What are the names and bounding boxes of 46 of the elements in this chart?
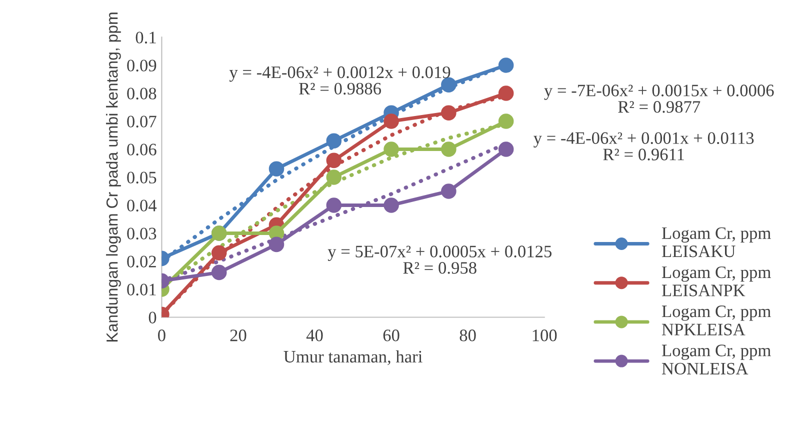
point xyxy=(268,161,284,176)
x-tick-label: 0 xyxy=(158,330,166,342)
annotation: y = -4E-06x² + 0.0012x + 0.019 R² = 0.9886 xyxy=(229,66,450,95)
y-tick-label: 0.06 xyxy=(127,144,156,156)
point xyxy=(384,114,399,129)
y-tick-label: 0.04 xyxy=(127,200,157,212)
y-tick-label: 0 xyxy=(148,312,156,324)
point xyxy=(384,198,399,213)
point xyxy=(441,105,456,120)
x-tick-label: 100 xyxy=(532,330,557,342)
y-tick-label: 0.03 xyxy=(127,228,156,240)
x-tick-label: 40 xyxy=(306,330,323,342)
point xyxy=(326,198,342,213)
y-axis-title: Kandungan logam Cr pada umbi kentang, ppm xyxy=(106,12,121,342)
x-tick-label: 20 xyxy=(230,330,246,342)
y-tick-label: 0.07 xyxy=(127,116,156,128)
legend-label: Logam Cr, ppm NONLEISA xyxy=(662,344,771,375)
annotation: y = -4E-06x² + 0.001x + 0.0113 R² = 0.9611 xyxy=(534,132,754,160)
point xyxy=(211,245,227,260)
x-axis-title: Umur tanaman, hari xyxy=(284,350,422,366)
point xyxy=(441,142,456,157)
point xyxy=(498,86,514,101)
y-tick-label: 0.05 xyxy=(127,172,156,184)
point xyxy=(268,236,284,252)
y-tick-label: 0.02 xyxy=(127,256,156,268)
y-tick-label: 0.08 xyxy=(127,88,156,100)
point xyxy=(498,114,514,129)
point xyxy=(326,133,342,148)
point xyxy=(498,142,514,157)
x-tick-label: 80 xyxy=(460,330,476,342)
point xyxy=(498,58,514,73)
point xyxy=(384,142,399,157)
y-tick-label: 0.09 xyxy=(127,60,156,72)
point xyxy=(326,152,342,168)
y-tick-label: 0.01 xyxy=(127,284,156,296)
point xyxy=(441,77,456,92)
point xyxy=(326,170,342,185)
point xyxy=(441,184,456,199)
y-tick-label: 0.1 xyxy=(136,32,156,44)
legend-label: Logam Cr, ppm NPKLEISA xyxy=(662,306,771,336)
point xyxy=(211,264,227,280)
legend-label: Logam Cr, ppm LEISAKU xyxy=(662,227,771,258)
x-tick-label: 60 xyxy=(383,330,400,342)
annotation: y = -7E-06x² + 0.0015x + 0.0006 R² = 0.9877 xyxy=(544,84,774,113)
annotation: y = 5E-07x² + 0.0005x + 0.0125 R² = 0.958 xyxy=(328,246,552,274)
legend-label: Logam Cr, ppm LEISANPK xyxy=(662,266,771,296)
